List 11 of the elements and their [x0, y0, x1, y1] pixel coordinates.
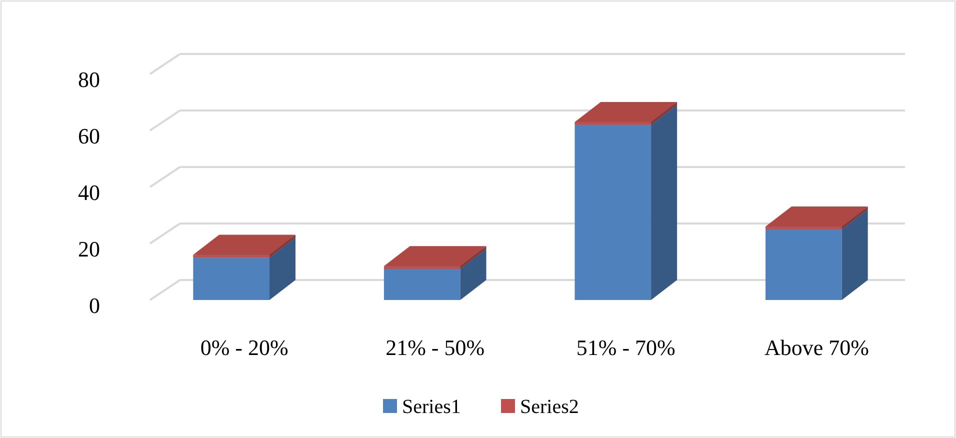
- x-tick-label: 21% - 50%: [386, 335, 485, 360]
- legend-label: Series2: [520, 396, 579, 418]
- x-tick-label: Above 70%: [764, 335, 869, 360]
- x-tick-label: 51% - 70%: [576, 335, 676, 360]
- y-tick-label: 80: [78, 67, 100, 92]
- x-tick-label: 0% - 20%: [200, 335, 288, 360]
- legend-label: Series1: [402, 396, 461, 418]
- y-tick-label: 20: [78, 236, 100, 262]
- y-tick-label: 0: [89, 293, 100, 318]
- y-tick-label: 40: [78, 180, 100, 205]
- y-tick-label: 60: [78, 124, 100, 148]
